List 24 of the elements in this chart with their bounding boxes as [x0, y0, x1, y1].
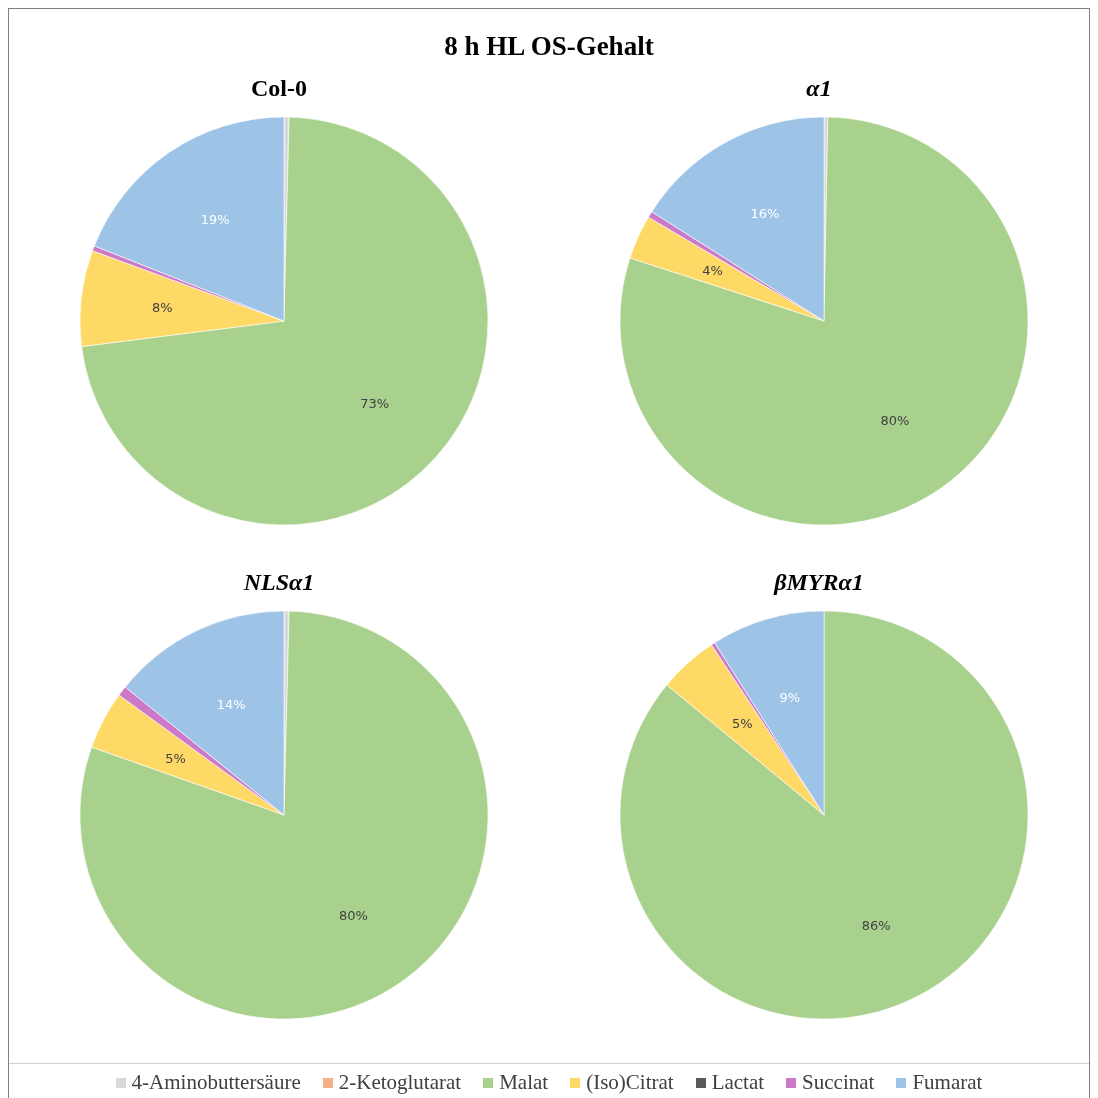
- data-label: 86%: [861, 918, 891, 934]
- data-label: 16%: [750, 206, 780, 222]
- chart-title: 8 h HL OS-Gehalt: [443, 30, 655, 63]
- legend-label: Lactat: [710, 1070, 765, 1095]
- data-label: 9%: [779, 689, 801, 705]
- legend-label: Succinat: [801, 1070, 875, 1095]
- legend-label: (Iso)Citrat: [585, 1070, 674, 1095]
- data-label: 8%: [152, 299, 173, 315]
- chart-title: α1: [805, 75, 833, 103]
- data-label: 80%: [338, 908, 368, 924]
- legend-label: Malat: [498, 1070, 549, 1095]
- legend-label: Fumarat: [911, 1070, 983, 1095]
- data-label: 19%: [200, 212, 230, 228]
- data-label: 5%: [165, 750, 186, 766]
- data-label: 73%: [360, 395, 390, 411]
- chart-title: βMYRα1: [772, 569, 865, 597]
- data-label: 5%: [731, 716, 753, 732]
- legend-label: 2-Ketoglutarat: [337, 1070, 462, 1095]
- legend-label: 4-Aminobuttersäure: [130, 1070, 301, 1095]
- data-label: 80%: [880, 413, 910, 429]
- chart-title: NLSα1: [242, 569, 316, 597]
- data-label: 14%: [216, 697, 246, 713]
- chart-subtitle: Col-0: [250, 75, 308, 103]
- data-label: 4%: [702, 263, 723, 279]
